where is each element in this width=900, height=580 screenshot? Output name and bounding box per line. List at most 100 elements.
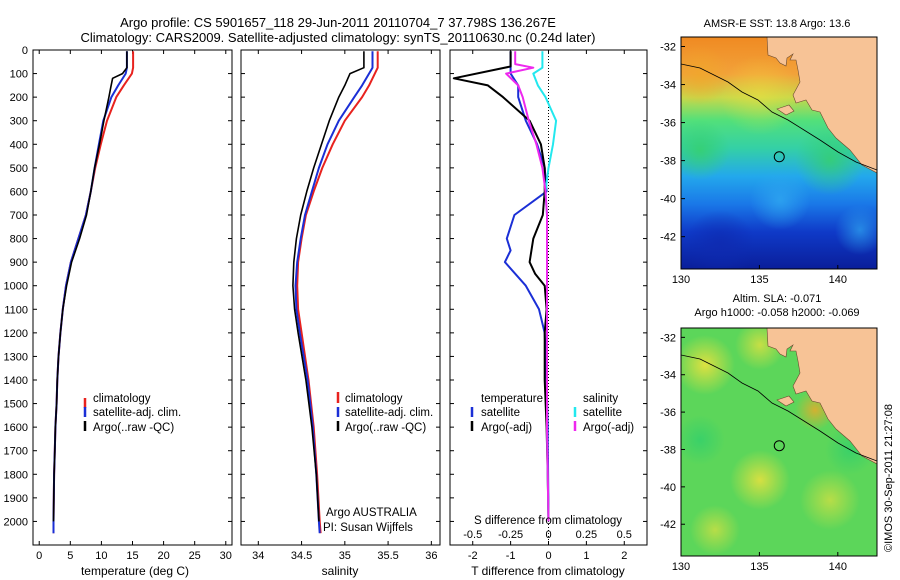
x-tick-label: 35: [339, 550, 351, 562]
x-tick-label: 20: [157, 550, 169, 562]
difference-depth-ticks: [450, 49, 647, 522]
map-lat-label: -42: [660, 232, 676, 244]
sla-map-title-line1: Altim. SLA: -0.071: [733, 293, 822, 305]
sla-patch: [730, 450, 790, 510]
x-tick-label: 2: [621, 550, 627, 562]
figure-title-line2: Climatology: CARS2009. Satellite-adjuste…: [81, 30, 596, 45]
depth-tick-label: 300: [10, 116, 28, 128]
sla-map-title-line2: Argo h1000: -0.058 h2000: -0.069: [694, 307, 859, 319]
depth-tick-label: 900: [10, 257, 28, 269]
series-line-argo-raw-qc-: [52, 51, 128, 522]
salinity-lines: [292, 51, 379, 534]
legend-title-temperature: temperature: [481, 393, 543, 405]
s-tick-label: 0: [545, 529, 551, 541]
map-lat-label: -32: [660, 332, 676, 344]
depth-tick-label: 1200: [4, 328, 28, 340]
sst-patch: [720, 55, 800, 135]
map-lon-label: 135: [750, 561, 768, 573]
salinity-difference-ticks: -0.5 -0.25 0 0.25 0.5: [463, 529, 632, 541]
x-tick-label: 35.5: [377, 550, 398, 562]
temperature-axis-ticks: 0 5 10 15 20 25 30: [36, 50, 232, 562]
depth-tick-label: 500: [10, 163, 28, 175]
depth-tick-label: 100: [10, 69, 28, 81]
temperature-legend: climatology satellite-adj. clim. Argo(..…: [83, 393, 181, 434]
series-line-temperature-satellite: [503, 51, 550, 522]
x-tick-label: 0: [545, 550, 551, 562]
map-lon-label: 140: [829, 274, 847, 286]
salinity-xlabel: salinity: [322, 564, 359, 578]
depth-tick-label: 1600: [4, 422, 28, 434]
x-tick-label: 34.5: [291, 550, 312, 562]
difference-legend: temperature salinity satellite Argo(-adj…: [470, 393, 634, 434]
temperature-axes-frame: [32, 49, 233, 546]
legend-label-argo: Argo(..raw -QC): [345, 422, 426, 434]
float-position-marker: [773, 440, 785, 452]
salinity-legend: climatology satellite-adj. clim. Argo(..…: [336, 392, 433, 434]
x-tick-label: 1: [583, 550, 589, 562]
figure-title-line1: Argo profile: CS 5901657_118 29-Jun-2011…: [120, 15, 556, 30]
depth-tick-label: 600: [10, 186, 28, 198]
x-tick-label: 25: [189, 550, 201, 562]
depth-tick-label: 200: [10, 92, 28, 104]
map-lat-label: -42: [660, 519, 676, 531]
depth-axis-ticks: 0 100 200 300 400 500 600 700 800 900 1000 1100 1200…: [4, 45, 232, 528]
map-lat-label: -36: [660, 118, 676, 130]
depth-tick-label: 700: [10, 210, 28, 222]
map-lon-label: 130: [672, 274, 690, 286]
sst-map-title: AMSR-E SST: 13.8 Argo: 13.6: [704, 18, 851, 30]
sla-map: Altim. SLA: -0.071 Argo h1000: -0.058 h2…: [660, 293, 878, 573]
land-kangaroo-island: [776, 395, 795, 407]
pi-annotation: PI: Susan Wijffels: [323, 522, 413, 534]
map-lat-label: -38: [660, 444, 676, 456]
x-tick-label: 10: [95, 550, 107, 562]
sst-patch: [685, 210, 755, 269]
legend-label-satellite: satellite-adj. clim.: [93, 407, 181, 419]
salinity-axis-ticks: 34 34.5 35 35.5 36: [252, 50, 437, 562]
map-lon-label: 130: [672, 561, 690, 573]
legend-title-salinity: salinity: [583, 393, 618, 405]
s-tick-label: 0.5: [617, 529, 632, 541]
s-tick-label: -0.25: [498, 529, 523, 541]
series-line-satellite-adj-clim-: [52, 51, 128, 534]
map-lat-label: -32: [660, 42, 676, 54]
map-lon-label: 140: [829, 561, 847, 573]
series-line-temperature-argo-adj-: [452, 51, 550, 522]
sst-patch: [681, 120, 730, 180]
depth-contour: [681, 354, 877, 462]
legend-label-temp-satellite: satellite: [481, 407, 520, 419]
legend-label-sal-satellite: satellite: [583, 407, 622, 419]
difference-panel: -2 -1 0 1 2 -0.5 -0.25 0 0.25 0.5 S difference f…: [449, 49, 648, 578]
salinity-axes-frame: [240, 49, 441, 546]
map-lat-label: -36: [660, 407, 676, 419]
series-line-salinity-argo-adj-: [505, 51, 550, 522]
sst-patch: [681, 45, 730, 105]
legend-label-argo: Argo(..raw -QC): [93, 422, 174, 434]
s-tick-label: -0.5: [463, 529, 482, 541]
x-tick-label: -2: [468, 550, 478, 562]
depth-tick-label: 1500: [4, 399, 28, 411]
x-tick-label: 36: [425, 550, 437, 562]
depth-tick-label: 1000: [4, 281, 28, 293]
legend-label-climatology: climatology: [93, 393, 151, 405]
map-lat-label: -34: [660, 80, 676, 92]
legend-label-satellite: satellite-adj. clim.: [345, 407, 433, 419]
depth-tick-label: 2000: [4, 516, 28, 528]
imos-watermark: ©IMOS 30-Sep-2011 21:27:08: [883, 404, 895, 552]
x-tick-label: -1: [506, 550, 516, 562]
sla-map-ticks: 130 135 140 -32 -34 -36 -38 -40 -42: [660, 332, 847, 573]
float-position-marker: [773, 151, 785, 163]
salinity-difference-label: S difference from climatology: [474, 515, 622, 527]
sst-map-frame: [680, 36, 878, 270]
x-tick-label: 0: [36, 550, 42, 562]
map-lat-label: -34: [660, 370, 676, 382]
land-australia: [766, 328, 877, 465]
salinity-depth-ticks: [241, 49, 440, 522]
depth-tick-label: 1300: [4, 351, 28, 363]
depth-tick-label: 1800: [4, 469, 28, 481]
depth-tick-label: 800: [10, 234, 28, 246]
sst-map: AMSR-E SST: 13.8 Argo: 13.6 130 135 140 -32…: [660, 18, 878, 286]
x-tick-label: 5: [67, 550, 73, 562]
s-tick-label: 0.25: [576, 529, 597, 541]
sla-patch: [681, 335, 735, 395]
